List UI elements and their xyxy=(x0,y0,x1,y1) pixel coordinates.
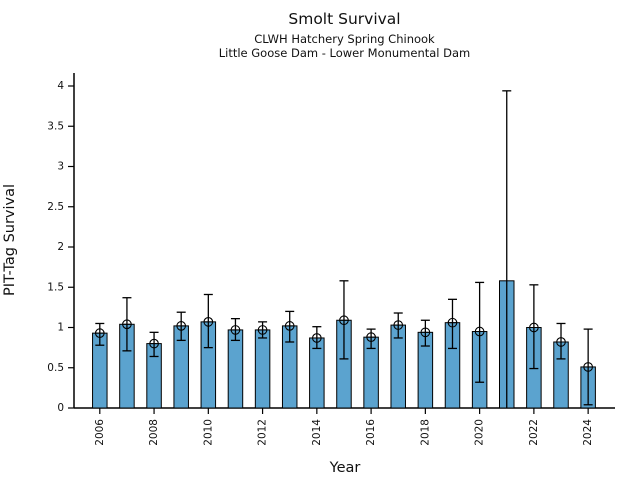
x-tick-label: 2012 xyxy=(257,419,269,446)
y-tick-label: 3 xyxy=(57,161,64,173)
y-axis-label: PIT-Tag Survival xyxy=(2,184,18,296)
x-tick-label: 2020 xyxy=(474,419,486,446)
x-tick-label: 2010 xyxy=(202,419,214,446)
y-tick-label: 0 xyxy=(57,402,64,414)
x-axis-label: Year xyxy=(329,460,361,476)
y-tick-label: 2.5 xyxy=(47,201,64,213)
chart-title: Smolt Survival xyxy=(288,10,401,28)
survival-bar-2011 xyxy=(227,329,244,409)
chart-subtitle-line1: CLWH Hatchery Spring Chinook xyxy=(254,32,435,46)
x-tick-label: 2018 xyxy=(419,419,431,446)
x-tick-label: 2006 xyxy=(94,419,106,446)
y-tick-label: 1 xyxy=(57,322,64,334)
y-tick-label: 0.5 xyxy=(47,362,64,374)
x-tick-label: 2024 xyxy=(582,419,594,446)
x-tick-label: 2016 xyxy=(365,419,377,446)
y-tick-label: 2 xyxy=(57,241,64,253)
survival-bar-2012 xyxy=(254,329,271,409)
chart-subtitle-line2: Little Goose Dam - Lower Monumental Dam xyxy=(218,46,471,60)
x-tick-label: 2008 xyxy=(148,419,160,446)
y-tick-label: 1.5 xyxy=(47,281,64,293)
x-tick-label: 2014 xyxy=(311,419,323,446)
y-tick-label: 4 xyxy=(57,80,64,92)
x-tick-label: 2022 xyxy=(528,419,540,446)
y-tick-label: 3.5 xyxy=(47,120,64,132)
